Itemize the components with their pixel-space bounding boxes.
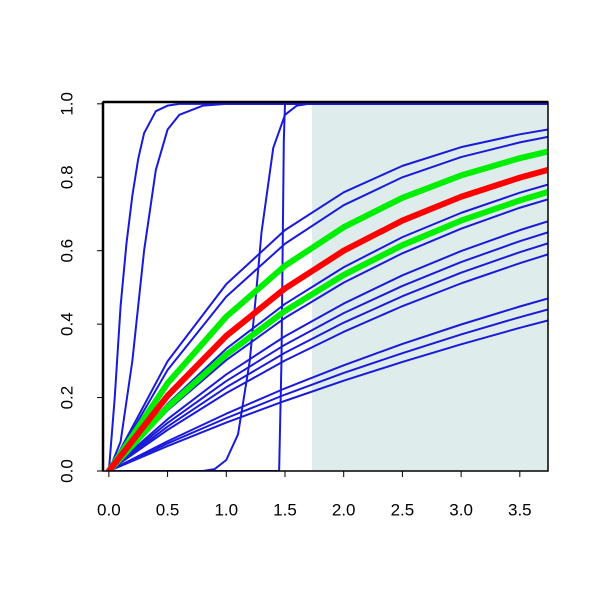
series-line <box>107 102 548 471</box>
lines <box>105 102 548 471</box>
x-tick-label: 3.5 <box>508 500 532 519</box>
y-tick-label: 0.8 <box>57 165 76 189</box>
x-tick-label: 0.5 <box>156 500 180 519</box>
x-tick-label: 3.0 <box>449 500 473 519</box>
series-line <box>107 220 548 471</box>
y-tick-label: 0.0 <box>57 459 76 483</box>
axes: 0.0 0.5 1.0 1.5 2.0 2.5 3.0 3.5 0.0 0.2 0.4 0.6 0.8 1… <box>57 92 549 519</box>
shade-layer <box>311 103 548 472</box>
series-line <box>107 102 548 471</box>
series-line <box>107 319 548 471</box>
y-tick-label: 0.4 <box>57 312 76 336</box>
series-line <box>107 102 548 471</box>
y-tick-label: 1.0 <box>57 92 76 116</box>
series-line <box>107 198 548 471</box>
series-line <box>105 166 548 471</box>
y-tick-label: 0.6 <box>57 239 76 263</box>
x-tick-label: 0.0 <box>97 500 121 519</box>
series-line <box>107 253 548 471</box>
series-line <box>107 308 548 471</box>
series-line <box>105 188 548 471</box>
x-tick-label: 1.5 <box>273 500 297 519</box>
shaded-region <box>311 103 548 472</box>
series-line <box>107 102 548 471</box>
series-line <box>107 297 548 471</box>
series-line <box>107 128 548 471</box>
series-line <box>107 231 548 471</box>
x-tick-label: 2.5 <box>391 500 415 519</box>
series-line <box>107 242 548 471</box>
y-tick-label: 0.2 <box>57 386 76 410</box>
series-line <box>105 148 548 471</box>
series-line <box>107 183 548 471</box>
x-tick-label: 1.0 <box>214 500 238 519</box>
series-line <box>107 135 548 471</box>
x-tick-label: 2.0 <box>332 500 356 519</box>
